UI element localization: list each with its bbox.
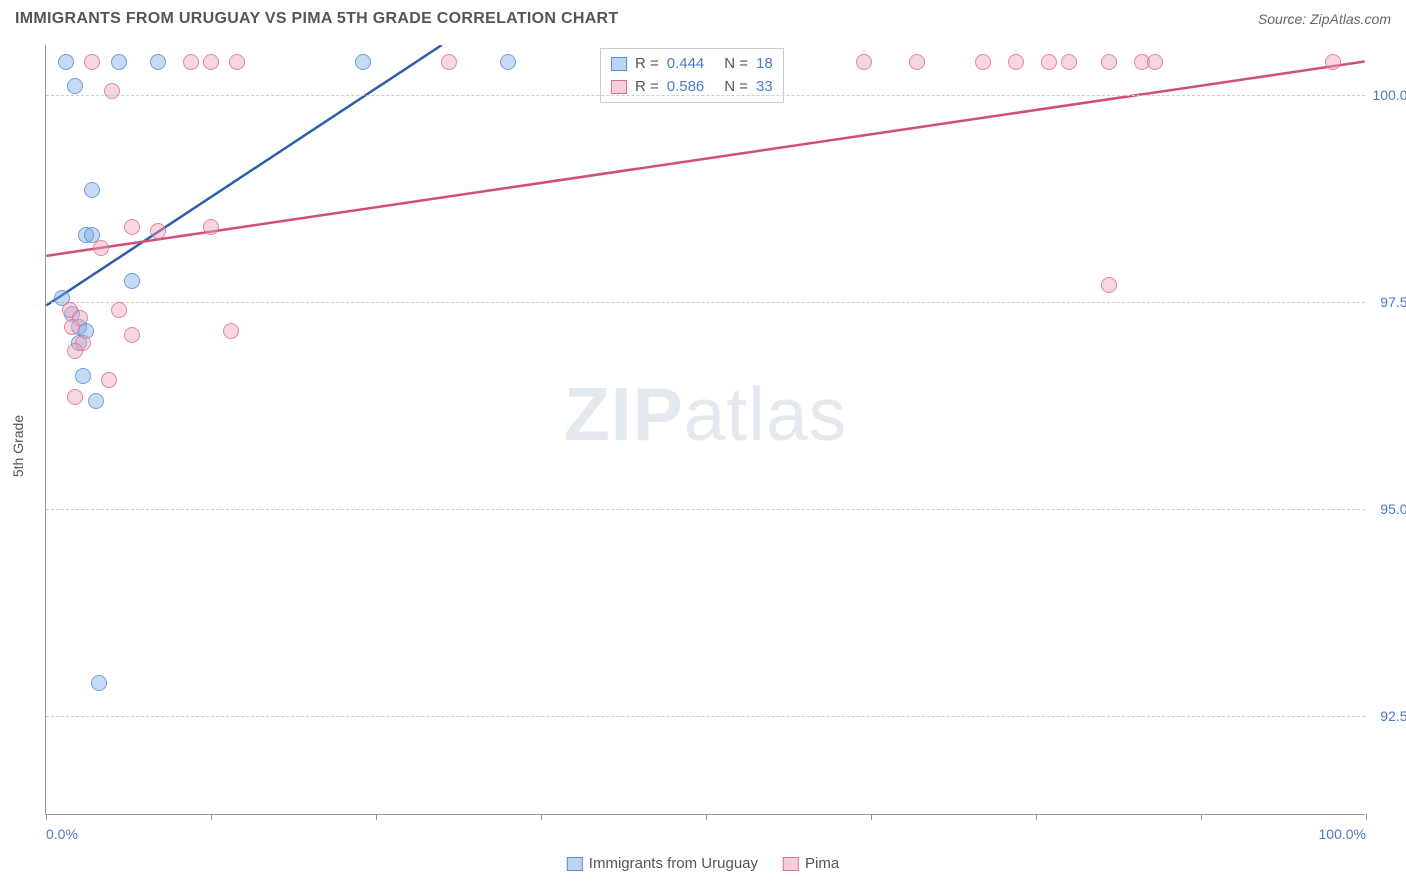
xtick	[1201, 814, 1202, 820]
scatter-point	[500, 54, 516, 70]
scatter-point	[91, 675, 107, 691]
legend-item: Pima	[783, 855, 839, 872]
scatter-point	[67, 343, 83, 359]
plot-area: ZIPatlas R =0.444N =18R =0.586N =33 92.5…	[45, 45, 1365, 815]
gridline	[46, 716, 1365, 717]
scatter-point	[84, 54, 100, 70]
scatter-point	[88, 393, 104, 409]
scatter-point	[111, 54, 127, 70]
ytick-label: 97.5%	[1380, 294, 1406, 310]
chart-title: IMMIGRANTS FROM URUGUAY VS PIMA 5TH GRAD…	[15, 10, 619, 28]
scatter-point	[111, 302, 127, 318]
xtick	[871, 814, 872, 820]
legend-label: Immigrants from Uruguay	[589, 855, 758, 872]
scatter-point	[203, 54, 219, 70]
xtick	[376, 814, 377, 820]
gridline	[46, 302, 1365, 303]
scatter-point	[101, 372, 117, 388]
scatter-point	[1101, 54, 1117, 70]
stats-row: R = 0.444 N = 18	[611, 53, 773, 76]
scatter-point	[975, 54, 991, 70]
scatter-point	[909, 54, 925, 70]
xtick	[706, 814, 707, 820]
source-label: Source: ZipAtlas.com	[1258, 11, 1391, 27]
scatter-point	[441, 54, 457, 70]
stats-R-value: 0.444	[667, 53, 705, 76]
scatter-point	[75, 368, 91, 384]
legend-swatch	[783, 857, 799, 871]
legend-swatch	[611, 80, 627, 94]
scatter-point	[150, 54, 166, 70]
ytick-label: 92.5%	[1380, 708, 1406, 724]
scatter-point	[84, 182, 100, 198]
stats-N-label: N =	[724, 53, 748, 76]
scatter-point	[64, 319, 80, 335]
scatter-point	[183, 54, 199, 70]
scatter-point	[67, 389, 83, 405]
xtick	[46, 814, 47, 820]
scatter-point	[124, 327, 140, 343]
trendlines-svg	[46, 45, 1365, 814]
legend-label: Pima	[805, 855, 839, 872]
scatter-point	[150, 223, 166, 239]
watermark: ZIPatlas	[564, 371, 847, 457]
scatter-point	[355, 54, 371, 70]
scatter-point	[104, 83, 120, 99]
stats-R-label: R =	[635, 53, 659, 76]
scatter-point	[1041, 54, 1057, 70]
xtick	[211, 814, 212, 820]
ytick-label: 95.0%	[1380, 501, 1406, 517]
y-axis-label: 5th Grade	[10, 415, 26, 477]
scatter-point	[67, 78, 83, 94]
scatter-point	[1147, 54, 1163, 70]
scatter-point	[1325, 54, 1341, 70]
scatter-point	[58, 54, 74, 70]
xtick-label: 100.0%	[1319, 826, 1366, 842]
gridline	[46, 509, 1365, 510]
stats-N-value: 18	[756, 53, 773, 76]
scatter-point	[223, 323, 239, 339]
legend-swatch	[611, 57, 627, 71]
scatter-point	[93, 240, 109, 256]
legend-swatch	[567, 857, 583, 871]
xtick	[1366, 814, 1367, 820]
scatter-point	[124, 219, 140, 235]
xtick	[541, 814, 542, 820]
xtick-label: 0.0%	[46, 826, 78, 842]
scatter-point	[203, 219, 219, 235]
xtick	[1036, 814, 1037, 820]
scatter-point	[1101, 277, 1117, 293]
bottom-legend: Immigrants from Uruguay Pima	[567, 855, 839, 872]
legend-item: Immigrants from Uruguay	[567, 855, 758, 872]
scatter-point	[124, 273, 140, 289]
ytick-label: 100.0%	[1373, 87, 1406, 103]
scatter-point	[1061, 54, 1077, 70]
scatter-point	[1008, 54, 1024, 70]
gridline	[46, 95, 1365, 96]
scatter-point	[856, 54, 872, 70]
scatter-point	[229, 54, 245, 70]
